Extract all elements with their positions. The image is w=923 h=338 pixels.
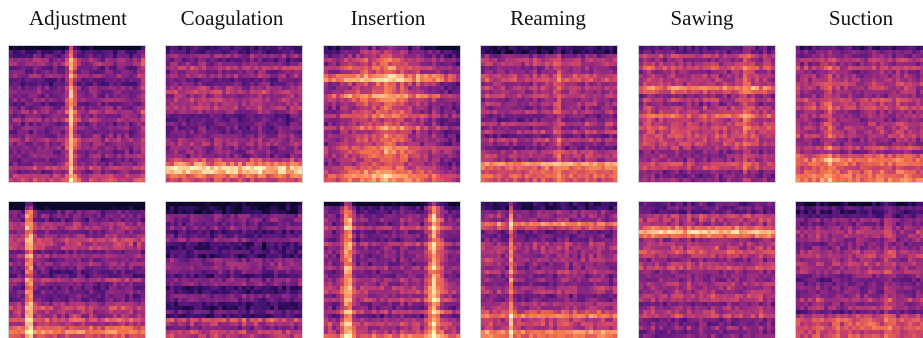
spectrogram-adjustment-1-svg	[9, 46, 145, 182]
spectrogram-adjustment-2	[8, 201, 146, 338]
spectrogram-insertion-1-svg	[324, 46, 460, 182]
spectrogram-reaming-1-svg	[481, 46, 617, 182]
spectrogram-coagulation-2	[165, 201, 303, 338]
spectrogram-suction-2-svg	[796, 202, 923, 338]
spectrogram-suction-2	[795, 201, 923, 338]
spectrogram-suction-1-svg	[796, 46, 923, 182]
spectrogram-reaming-2	[480, 201, 618, 338]
column-label-adjustment: Adjustment	[29, 6, 127, 30]
column-label-suction: Suction	[828, 6, 894, 30]
spectrogram-insertion-2-svg	[324, 202, 460, 338]
column-label-reaming: Reaming	[510, 6, 586, 30]
spectrogram-sawing-2-svg	[639, 202, 775, 338]
spectrogram-suction-1	[795, 45, 923, 183]
column-label-coagulation: Coagulation	[180, 6, 284, 30]
spectrogram-reaming-1	[480, 45, 618, 183]
spectrogram-sawing-1	[638, 45, 776, 183]
column-label-insertion: Insertion	[350, 6, 426, 30]
spectrogram-insertion-2	[323, 201, 461, 338]
spectrogram-adjustment-1	[8, 45, 146, 183]
spectrogram-coagulation-2-svg	[166, 202, 302, 338]
spectrogram-adjustment-2-svg	[9, 202, 145, 338]
spectrogram-insertion-1	[323, 45, 461, 183]
spectrogram-sawing-2	[638, 201, 776, 338]
spectrogram-sawing-1-svg	[639, 46, 775, 182]
spectrogram-reaming-2-svg	[481, 202, 617, 338]
spectrogram-coagulation-1-svg	[166, 46, 302, 182]
spectrogram-coagulation-1	[165, 45, 303, 183]
column-label-sawing: Sawing	[670, 6, 734, 30]
